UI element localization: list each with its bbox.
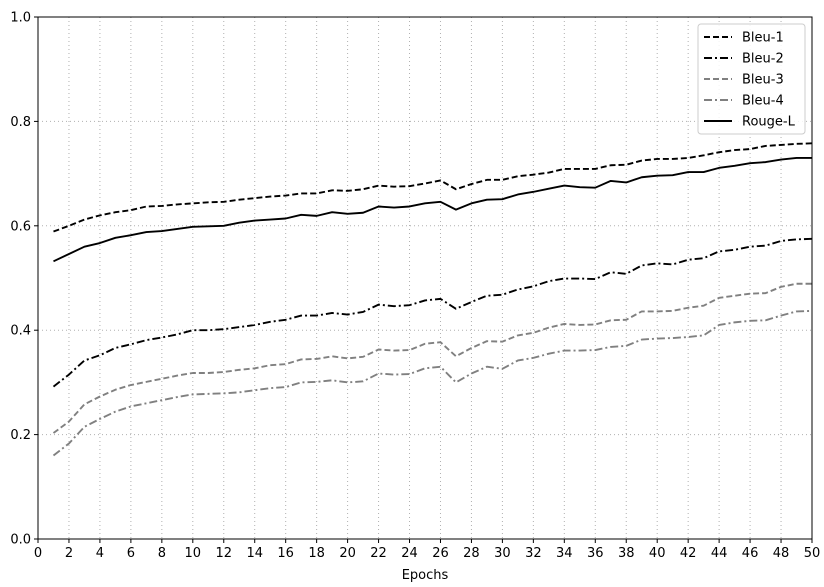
y-tick-label: 0.0 — [10, 533, 31, 548]
y-tick-label: 1.0 — [10, 11, 31, 26]
axis-ticks: 0 2 4 6 8 10 12 14 16 18 20 22 24 26 28 30 32 34 36 38 40 42 4… — [10, 11, 820, 562]
x-tick-label: 2 — [65, 546, 73, 561]
x-tick-label: 26 — [432, 546, 449, 561]
x-tick-label: 28 — [463, 546, 480, 561]
x-tick-label: 12 — [215, 546, 232, 561]
x-tick-label: 24 — [401, 546, 418, 561]
legend-label: Bleu-4 — [742, 94, 784, 109]
y-tick-label: 0.6 — [10, 219, 31, 234]
legend-label: Rouge-L — [742, 115, 796, 130]
series-line-bleu-2 — [52, 237, 813, 388]
legend: Bleu-1 Bleu-2 Bleu-3 Bleu-4 Rouge-L — [697, 23, 806, 135]
x-axis-title: Epochs — [402, 568, 449, 583]
x-tick-label: 46 — [742, 546, 759, 561]
x-tick-label: 36 — [587, 546, 604, 561]
series-layer — [52, 142, 813, 457]
legend-label: Bleu-2 — [742, 52, 784, 67]
y-tick-label: 0.4 — [10, 324, 31, 339]
series-line-bleu-3 — [52, 282, 812, 434]
y-tick-label: 0.2 — [10, 428, 31, 443]
x-tick-label: 0 — [34, 546, 42, 561]
legend-box — [697, 23, 806, 135]
x-tick-label: 48 — [773, 546, 790, 561]
x-tick-label: 32 — [525, 546, 542, 561]
x-tick-label: 10 — [185, 546, 202, 561]
x-tick-label: 44 — [711, 546, 728, 561]
plot-frame — [37, 16, 813, 540]
x-tick-label: 50 — [804, 546, 821, 561]
x-tick-label: 8 — [158, 546, 166, 561]
x-tick-label: 40 — [649, 546, 666, 561]
series-line-bleu-1 — [53, 142, 813, 233]
y-tick-label: 0.8 — [10, 115, 31, 130]
x-tick-label: 4 — [96, 546, 104, 561]
grid — [37, 16, 813, 540]
x-tick-label: 38 — [618, 546, 635, 561]
x-tick-label: 6 — [127, 546, 135, 561]
legend-label: Bleu-3 — [742, 73, 784, 88]
x-tick-label: 20 — [339, 546, 356, 561]
x-tick-label: 34 — [556, 546, 573, 561]
x-tick-label: 22 — [370, 546, 387, 561]
x-tick-label: 14 — [246, 546, 263, 561]
x-tick-label: 30 — [494, 546, 511, 561]
x-tick-label: 42 — [680, 546, 697, 561]
x-tick-label: 16 — [277, 546, 294, 561]
x-tick-label: 18 — [308, 546, 325, 561]
legend-label: Bleu-1 — [742, 31, 784, 46]
series-line-rouge-l — [53, 156, 812, 263]
series-line-bleu-4 — [52, 309, 813, 457]
